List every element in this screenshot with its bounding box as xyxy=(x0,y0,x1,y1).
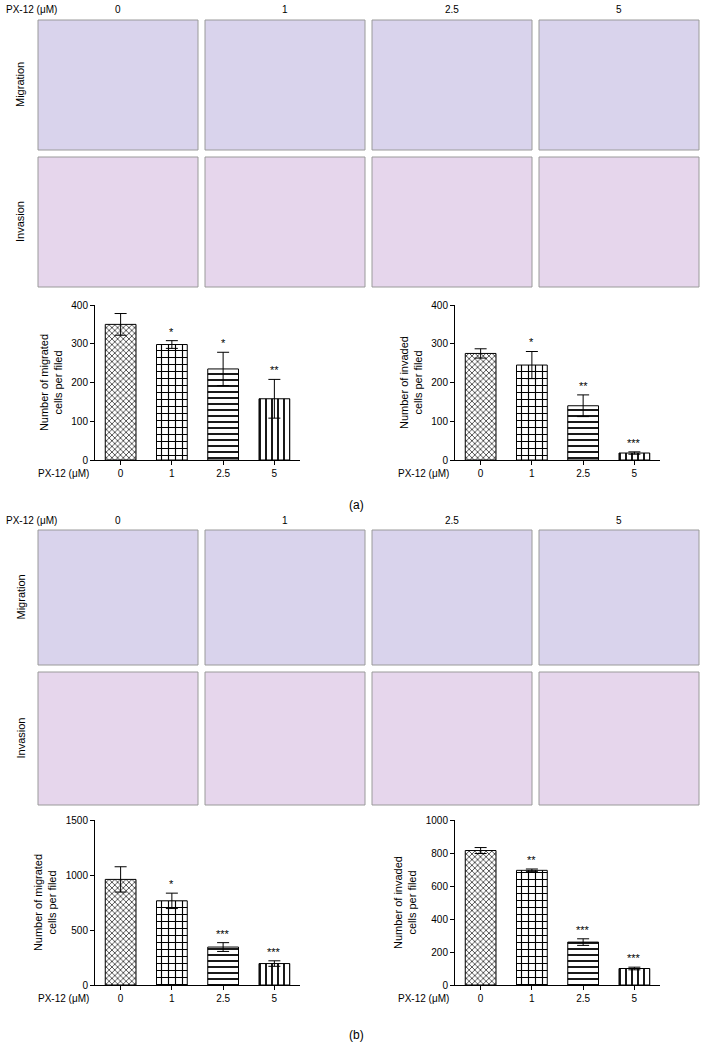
svg-text:(b): (b) xyxy=(349,1028,364,1042)
svg-text:100: 100 xyxy=(431,416,448,427)
svg-text:*: * xyxy=(169,326,174,338)
svg-text:5: 5 xyxy=(272,468,278,479)
svg-text:PX-12 (μM): PX-12 (μM) xyxy=(38,993,89,1004)
svg-text:1: 1 xyxy=(282,4,288,15)
svg-text:5: 5 xyxy=(632,468,638,479)
svg-text:(a): (a) xyxy=(349,498,364,512)
svg-text:PX-12 (μM): PX-12 (μM) xyxy=(38,468,89,479)
svg-text:5: 5 xyxy=(632,993,638,1004)
svg-text:1500: 1500 xyxy=(66,815,89,826)
svg-text:Number of invadedcells per fil: Number of invadedcells per filed xyxy=(392,856,418,949)
svg-text:400: 400 xyxy=(431,914,448,925)
svg-text:***: *** xyxy=(216,928,230,940)
svg-text:300: 300 xyxy=(431,338,448,349)
svg-text:1: 1 xyxy=(529,993,535,1004)
svg-text:2.5: 2.5 xyxy=(216,468,230,479)
svg-text:*: * xyxy=(221,337,226,349)
svg-text:0: 0 xyxy=(442,980,448,991)
svg-text:PX-12 (μM): PX-12 (μM) xyxy=(398,468,449,479)
svg-text:1: 1 xyxy=(282,515,288,526)
svg-text:600: 600 xyxy=(431,881,448,892)
svg-text:2.5: 2.5 xyxy=(576,993,590,1004)
svg-text:Migration: Migration xyxy=(15,574,27,619)
svg-text:400: 400 xyxy=(71,300,88,311)
svg-text:400: 400 xyxy=(431,300,448,311)
svg-text:5: 5 xyxy=(616,4,622,15)
svg-text:500: 500 xyxy=(71,925,88,936)
svg-text:PX-12 (μM): PX-12 (μM) xyxy=(6,4,57,15)
svg-text:Invasion: Invasion xyxy=(14,201,26,242)
svg-text:**: ** xyxy=(270,364,279,376)
svg-text:***: *** xyxy=(576,924,590,936)
svg-text:0: 0 xyxy=(442,455,448,466)
svg-text:5: 5 xyxy=(272,993,278,1004)
svg-text:1000: 1000 xyxy=(426,815,449,826)
svg-text:0: 0 xyxy=(118,993,124,1004)
svg-text:Number of migratedcells per fi: Number of migratedcells per filed xyxy=(38,334,64,431)
svg-text:***: *** xyxy=(267,946,281,958)
svg-text:2.5: 2.5 xyxy=(576,468,590,479)
svg-text:0: 0 xyxy=(115,515,121,526)
svg-text:Migration: Migration xyxy=(14,62,26,107)
svg-text:Number of invadedcells per fil: Number of invadedcells per filed xyxy=(398,336,424,429)
svg-text:*: * xyxy=(169,878,174,890)
svg-text:2.5: 2.5 xyxy=(216,993,230,1004)
svg-text:0: 0 xyxy=(478,468,484,479)
svg-text:*: * xyxy=(529,336,534,348)
svg-text:200: 200 xyxy=(431,377,448,388)
svg-text:2.5: 2.5 xyxy=(445,515,459,526)
svg-text:***: *** xyxy=(627,437,641,449)
svg-text:0: 0 xyxy=(115,4,121,15)
svg-text:200: 200 xyxy=(431,947,448,958)
svg-text:1: 1 xyxy=(169,993,175,1004)
svg-text:1000: 1000 xyxy=(66,870,89,881)
svg-text:***: *** xyxy=(627,952,641,964)
svg-text:1: 1 xyxy=(169,468,175,479)
svg-text:800: 800 xyxy=(431,848,448,859)
svg-text:1: 1 xyxy=(529,468,535,479)
svg-text:0: 0 xyxy=(478,993,484,1004)
svg-text:300: 300 xyxy=(71,338,88,349)
svg-text:Number of migratedcells per fi: Number of migratedcells per filed xyxy=(32,854,58,951)
svg-text:5: 5 xyxy=(616,515,622,526)
svg-text:**: ** xyxy=(579,380,588,392)
svg-text:0: 0 xyxy=(82,455,88,466)
svg-text:PX-12 (μM): PX-12 (μM) xyxy=(6,515,57,526)
svg-text:0: 0 xyxy=(82,980,88,991)
svg-text:2.5: 2.5 xyxy=(445,4,459,15)
svg-text:Invasion: Invasion xyxy=(15,718,27,759)
svg-text:PX-12 (μM): PX-12 (μM) xyxy=(398,993,449,1004)
svg-text:0: 0 xyxy=(118,468,124,479)
svg-text:200: 200 xyxy=(71,377,88,388)
svg-text:**: ** xyxy=(527,854,536,866)
svg-text:100: 100 xyxy=(71,416,88,427)
